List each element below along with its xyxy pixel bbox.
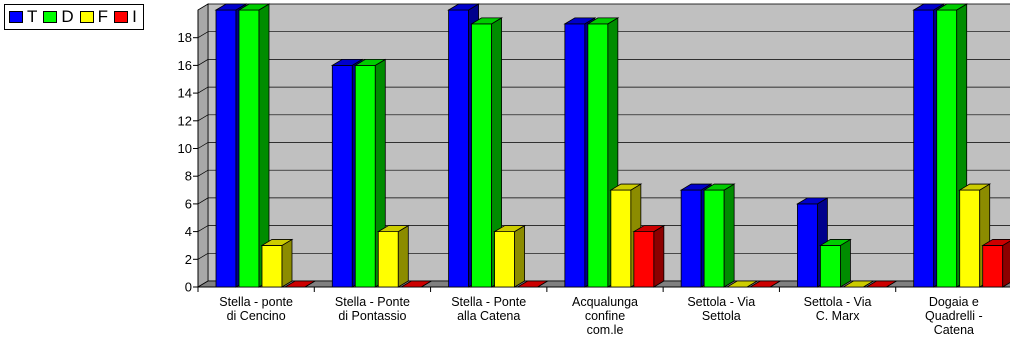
bar-I-6 <box>981 239 1010 288</box>
bar-D-4 <box>702 183 736 288</box>
gridline <box>197 225 1010 232</box>
bar-I-2 <box>516 280 550 288</box>
gridline <box>197 86 1010 94</box>
y-tick-label: 6 <box>185 196 192 211</box>
y-tick-label: 4 <box>185 224 192 239</box>
legend-item-I: I <box>114 7 139 27</box>
y-tick-label: 18 <box>178 30 192 45</box>
y-tick-label: 2 <box>185 252 192 267</box>
bar-D-5 <box>818 238 852 288</box>
legend-swatch <box>114 11 129 23</box>
bar-F-5 <box>841 280 875 288</box>
y-tick-label: 12 <box>178 113 192 128</box>
bar-F-0 <box>260 238 294 288</box>
legend-swatch <box>79 11 94 23</box>
legend-label: I <box>132 7 137 26</box>
bar-I-4 <box>748 280 782 288</box>
gridline <box>197 114 1010 122</box>
legend-label: F <box>97 7 109 26</box>
x-tick-label: Acqualunga confine com.le <box>572 295 638 337</box>
legend-label: D <box>61 7 74 26</box>
bar-D-2 <box>470 17 504 288</box>
bar-I-3 <box>632 224 666 288</box>
gridline <box>197 169 1010 177</box>
x-tick-label: Settola - Via Settola <box>687 295 755 323</box>
x-tick-label: Stella - Ponte di Pontassio <box>335 295 410 323</box>
y-tick-label: 16 <box>178 58 192 73</box>
gridline <box>197 197 1010 205</box>
x-tick-label: Stella - Ponte alla Catena <box>451 295 526 323</box>
legend-swatch <box>9 11 23 23</box>
legend-item-T: T <box>9 7 39 27</box>
x-tick-label: Settola - Via C. Marx <box>804 295 872 323</box>
gridline <box>197 142 1010 149</box>
bar-I-0 <box>283 280 317 288</box>
gridline <box>197 59 1010 66</box>
legend-item-D: D <box>43 7 75 27</box>
y-tick-label: 8 <box>185 169 192 184</box>
bar-D-1 <box>353 58 387 288</box>
x-tick-label: Dogaia e Quadrelli -Catena <box>925 295 983 337</box>
bar-I-1 <box>399 280 433 288</box>
y-tick-label: 14 <box>178 86 192 101</box>
legend-label: T <box>27 7 38 26</box>
y-tick-label: 10 <box>178 141 192 156</box>
bar-I-5 <box>864 280 898 288</box>
gridline <box>197 31 1010 39</box>
legend-swatch <box>43 11 58 23</box>
bar-F-4 <box>725 280 759 288</box>
gridline <box>197 252 1010 260</box>
legend-item-F: F <box>79 7 110 27</box>
y-tick-label: 0 <box>185 280 192 295</box>
x-tick-label: Stella - ponte di Cencino <box>219 295 293 323</box>
bar-F-1 <box>376 224 410 288</box>
bar-F-2 <box>493 224 527 288</box>
